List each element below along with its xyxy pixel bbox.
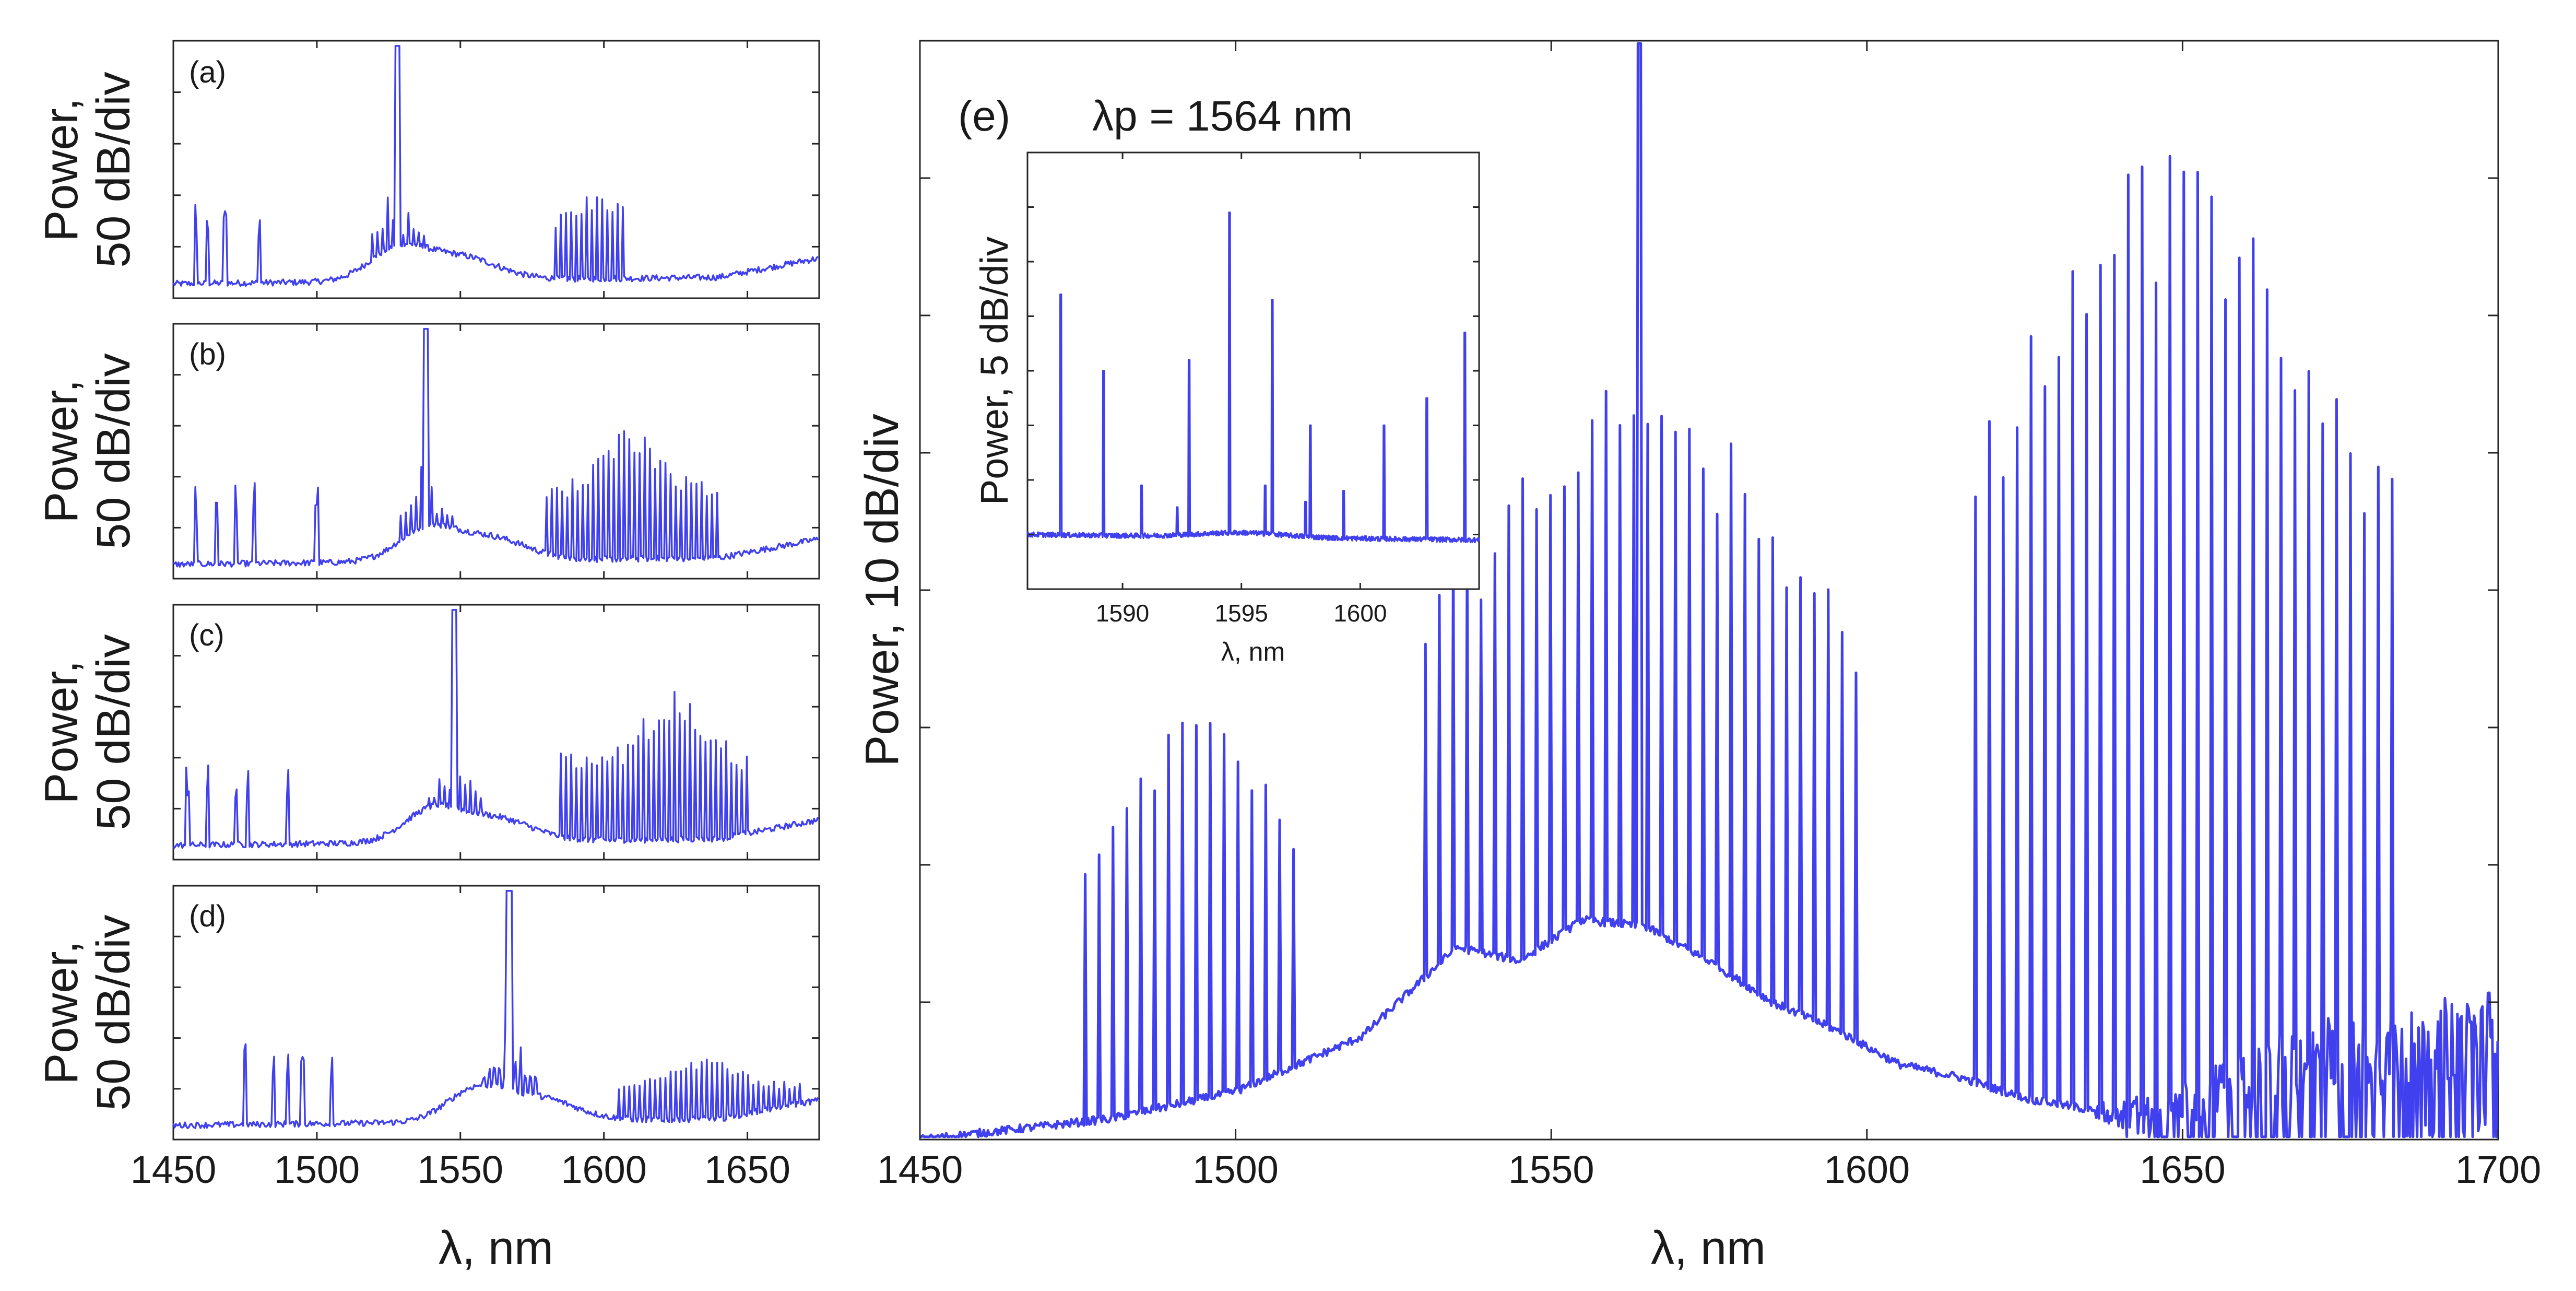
panel-a-frame [172,40,820,299]
spectrum-trace [920,42,2499,1139]
x-tick-label: 1600 [1333,600,1387,627]
spectrum-trace [172,889,819,1129]
inset-xlabel: λ, nm [1221,637,1285,666]
panel-c-plot [172,605,819,860]
panel-b-plot [172,324,819,579]
left-x-axis-label: λ, nm [439,1222,553,1274]
inset-background [1027,152,1479,589]
panel-e-axes: 1450 1500 1550 1600 1650 1700 [877,40,2542,1191]
panel-d-ylabel-line2: 50 dB/div [88,914,140,1110]
x-tick-label: 1600 [1824,1148,1910,1191]
panel-c-frame [172,604,820,861]
inset: 1590 1595 1600 Power, 5 dB/div λ, nm [973,151,1480,666]
x-tick-label: 1500 [274,1148,360,1191]
spectrum-trace [173,609,819,849]
panel-e-ylabel: Power, 10 dB/div [856,414,908,766]
panel-b-ylabel-line1: Power, [36,379,88,523]
panel-d-frame [172,885,820,1141]
x-tick-label: 1450 [131,1148,217,1191]
inset-spectrum-trace [1026,212,1480,544]
panel-a-ylabel-line1: Power, [36,98,88,241]
inset-plot [1026,212,1480,544]
spectrum-trace [172,45,819,287]
x-tick-label: 1600 [561,1148,647,1191]
panel-e-xlabel: λ, nm [1651,1222,1766,1274]
x-tick-label: 1595 [1215,600,1268,627]
panel-a: (a) Power, 50 dB/div [36,40,820,299]
panel-b-frame [172,323,820,580]
panel-c-ylabel-line2: 50 dB/div [88,634,140,830]
panel-c: (c) Power, 50 dB/div [36,604,820,861]
inset-ylabel: Power, 5 dB/div [973,237,1016,505]
x-tick-label: 1450 [877,1148,963,1191]
panel-d: (d) Power, 50 dB/div [36,885,820,1141]
pump-wavelength-label: λp = 1564 nm [1092,92,1353,140]
panel-b-label: (b) [189,337,226,371]
x-tick-label: 1650 [704,1148,790,1191]
x-tick-label: 1550 [417,1148,503,1191]
panel-d-ylabel-line1: Power, [36,941,88,1084]
x-tick-label: 1700 [2455,1148,2542,1191]
panel-e: 1450 1500 1550 1600 1650 1700 (e) λp = 1564 n… [856,40,2542,1274]
x-tick-label: 1650 [2140,1148,2226,1191]
x-tick-label: 1590 [1096,600,1149,627]
panel-a-plot [172,41,819,298]
panel-e-plot [920,42,2499,1139]
panel-c-ylabel-line1: Power, [36,660,88,804]
x-tick-label: 1500 [1192,1148,1279,1191]
panel-a-ylabel-line2: 50 dB/div [88,72,140,267]
panel-b: (b) Power, 50 dB/div [36,323,820,580]
panel-b-ylabel-line2: 50 dB/div [88,353,140,549]
panel-e-label: (e) [958,92,1010,140]
x-tick-label: 1550 [1508,1148,1594,1191]
spectrum-trace [172,328,819,568]
panel-d-plot [172,886,819,1140]
panel-c-label: (c) [189,618,224,652]
panel-d-label: (d) [189,899,226,933]
inset-axes: 1590 1595 1600 [1027,152,1479,627]
panel-a-label: (a) [189,55,226,89]
left-x-axis: 1450 1500 1550 1600 1650 [131,1148,790,1191]
